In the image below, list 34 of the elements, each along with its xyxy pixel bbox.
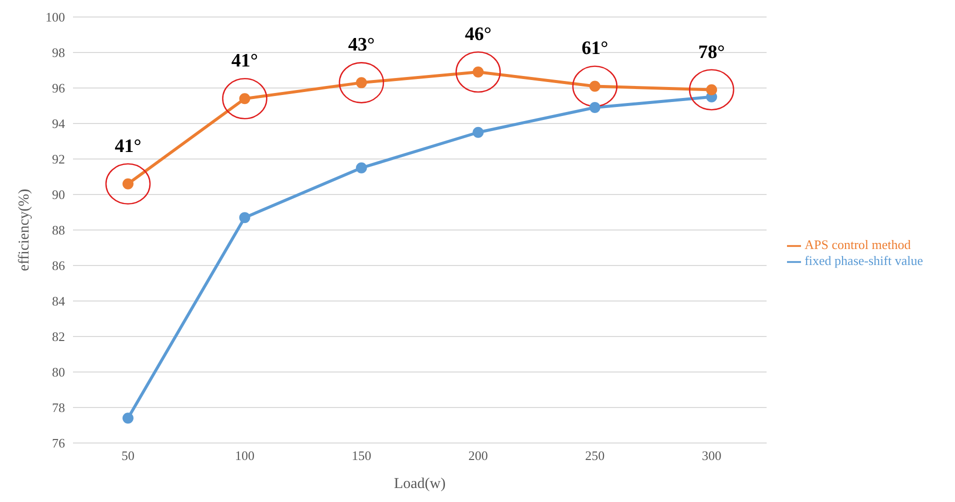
legend-label: APS control method	[804, 236, 911, 252]
point	[589, 102, 600, 114]
annotation: 46°	[464, 24, 492, 46]
y-tick-label: 76	[52, 436, 66, 451]
y-tick-label: 90	[52, 187, 65, 202]
annotation: 43°	[348, 34, 375, 56]
annotation: 78°	[698, 42, 725, 63]
x-tick-label: 150	[352, 448, 372, 464]
y-tick-label: 88	[52, 222, 65, 238]
annotation: 41°	[231, 50, 258, 72]
point	[356, 162, 367, 174]
y-tick-label: 82	[52, 329, 65, 344]
x-tick-label: 100	[234, 448, 254, 464]
y-tick-label: 98	[52, 45, 65, 60]
x-tick-label: 250	[585, 448, 605, 464]
point	[239, 212, 250, 224]
point	[472, 126, 484, 138]
y-tick-label: 92	[52, 152, 65, 167]
y-tick-label: 100	[46, 10, 65, 25]
point	[122, 412, 134, 424]
y-tick-label: 78	[52, 400, 65, 416]
annotation: 61°	[582, 38, 608, 60]
x-axis-title: Load(w)	[394, 476, 446, 492]
x-tick-label: 200	[468, 448, 488, 464]
y-tick-label: 86	[52, 258, 66, 274]
y-tick-label: 96	[52, 80, 66, 96]
y-axis-title: efficiency(%)	[16, 188, 32, 272]
x-tick-label: 50	[122, 448, 134, 464]
y-tick-label: 94	[52, 116, 66, 132]
annotation: 41°	[114, 136, 142, 157]
y-tick-label: 84	[52, 294, 66, 309]
y-tick-label: 80	[52, 364, 65, 380]
legend-label: fixed phase-shift value	[804, 253, 923, 268]
x-tick-label: 300	[702, 448, 722, 464]
